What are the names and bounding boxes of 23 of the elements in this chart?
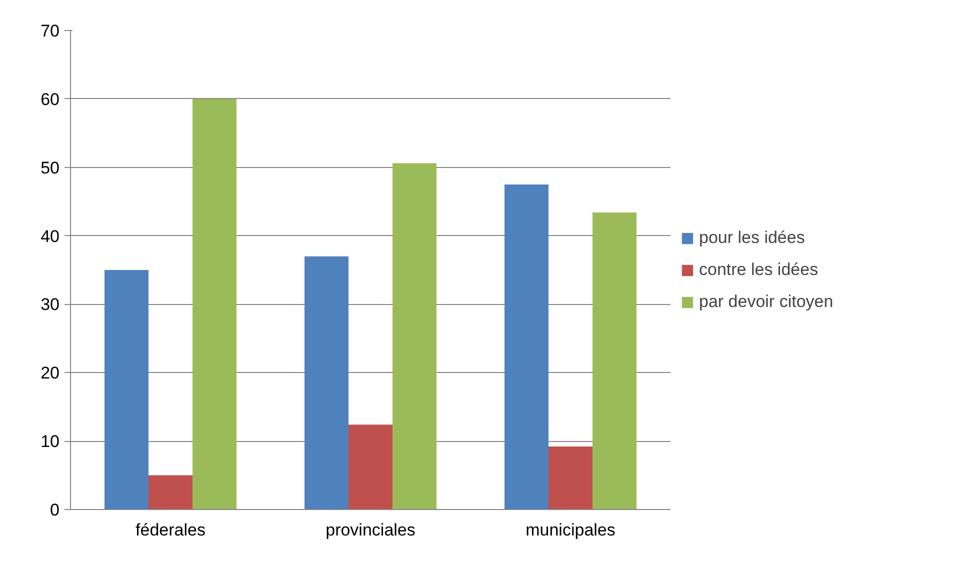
bar (148, 475, 192, 510)
x-tick-label: provinciales (326, 520, 416, 540)
x-tick-label: féderales (136, 520, 206, 540)
bar (304, 256, 348, 510)
legend-label: par devoir citoyen (699, 292, 834, 312)
bar (104, 270, 148, 510)
y-tick-label: 10 (40, 432, 60, 452)
bar (348, 424, 392, 510)
bar (192, 98, 236, 510)
bar (592, 212, 636, 510)
bar (392, 163, 436, 510)
y-tick-label: 60 (40, 90, 60, 109)
y-tick-label: 70 (40, 22, 60, 40)
y-tick-label: 30 (40, 295, 60, 314)
y-tick-label: 20 (40, 364, 60, 383)
y-tick-label: 50 (40, 158, 60, 178)
y-tick-label: 40 (40, 226, 60, 246)
bar (504, 184, 548, 510)
bar (548, 446, 592, 510)
y-tick-label: 0 (50, 500, 60, 520)
legend-label: contre les idées (699, 260, 818, 280)
legend-label: pour les idées (699, 228, 805, 248)
x-tick-label: municipales (526, 520, 616, 540)
